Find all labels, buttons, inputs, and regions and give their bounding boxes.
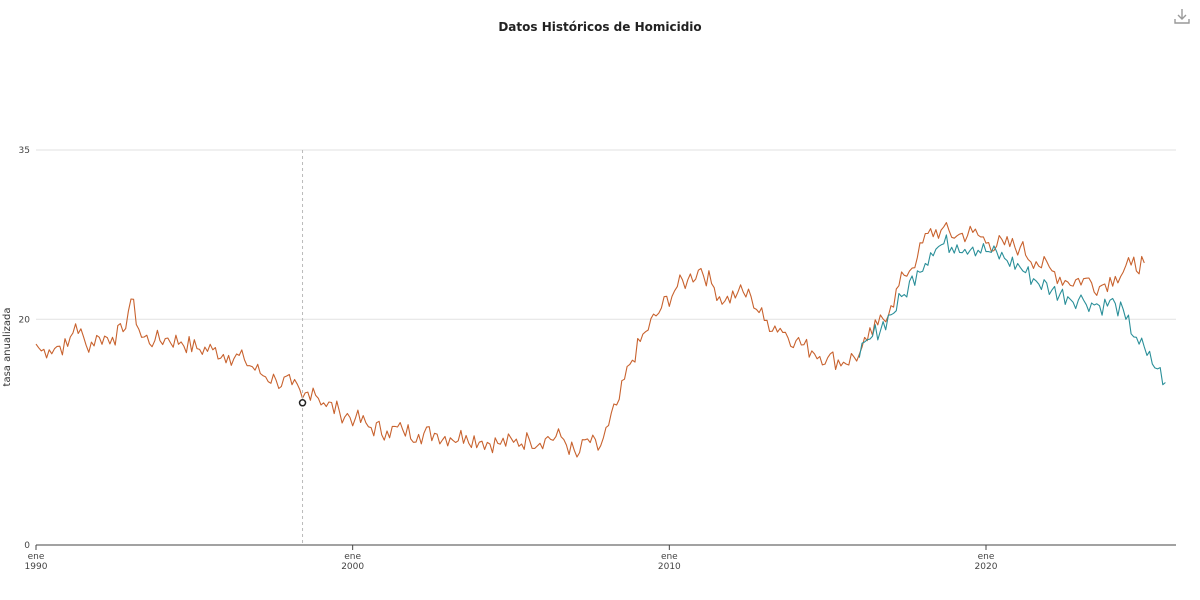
series-line-series_b[interactable] <box>858 234 1166 386</box>
x-tick-year: 1990 <box>25 562 48 572</box>
y-axis-label: tasa anualizada <box>2 308 13 387</box>
x-tick-year: 2010 <box>658 562 681 572</box>
chart-title: Datos Históricos de Homicidio <box>498 20 701 34</box>
x-tick-year: 2020 <box>975 562 998 572</box>
hover-point-marker <box>298 399 307 407</box>
x-tick-month: ene <box>978 552 995 562</box>
x-tick-month: ene <box>661 552 678 562</box>
series-line-series_a[interactable] <box>35 222 1145 458</box>
y-tick-label: 20 <box>19 315 31 325</box>
x-tick-month: ene <box>28 552 45 562</box>
grid-lines <box>36 149 1176 320</box>
download-icon <box>1174 9 1190 24</box>
series-lines[interactable] <box>35 222 1166 458</box>
x-tick-year: 2000 <box>341 562 364 572</box>
download-button[interactable] <box>1172 6 1192 26</box>
x-tick-month: ene <box>344 552 361 562</box>
y-tick-label: 35 <box>19 146 30 156</box>
y-tick-label: 0 <box>24 541 30 551</box>
